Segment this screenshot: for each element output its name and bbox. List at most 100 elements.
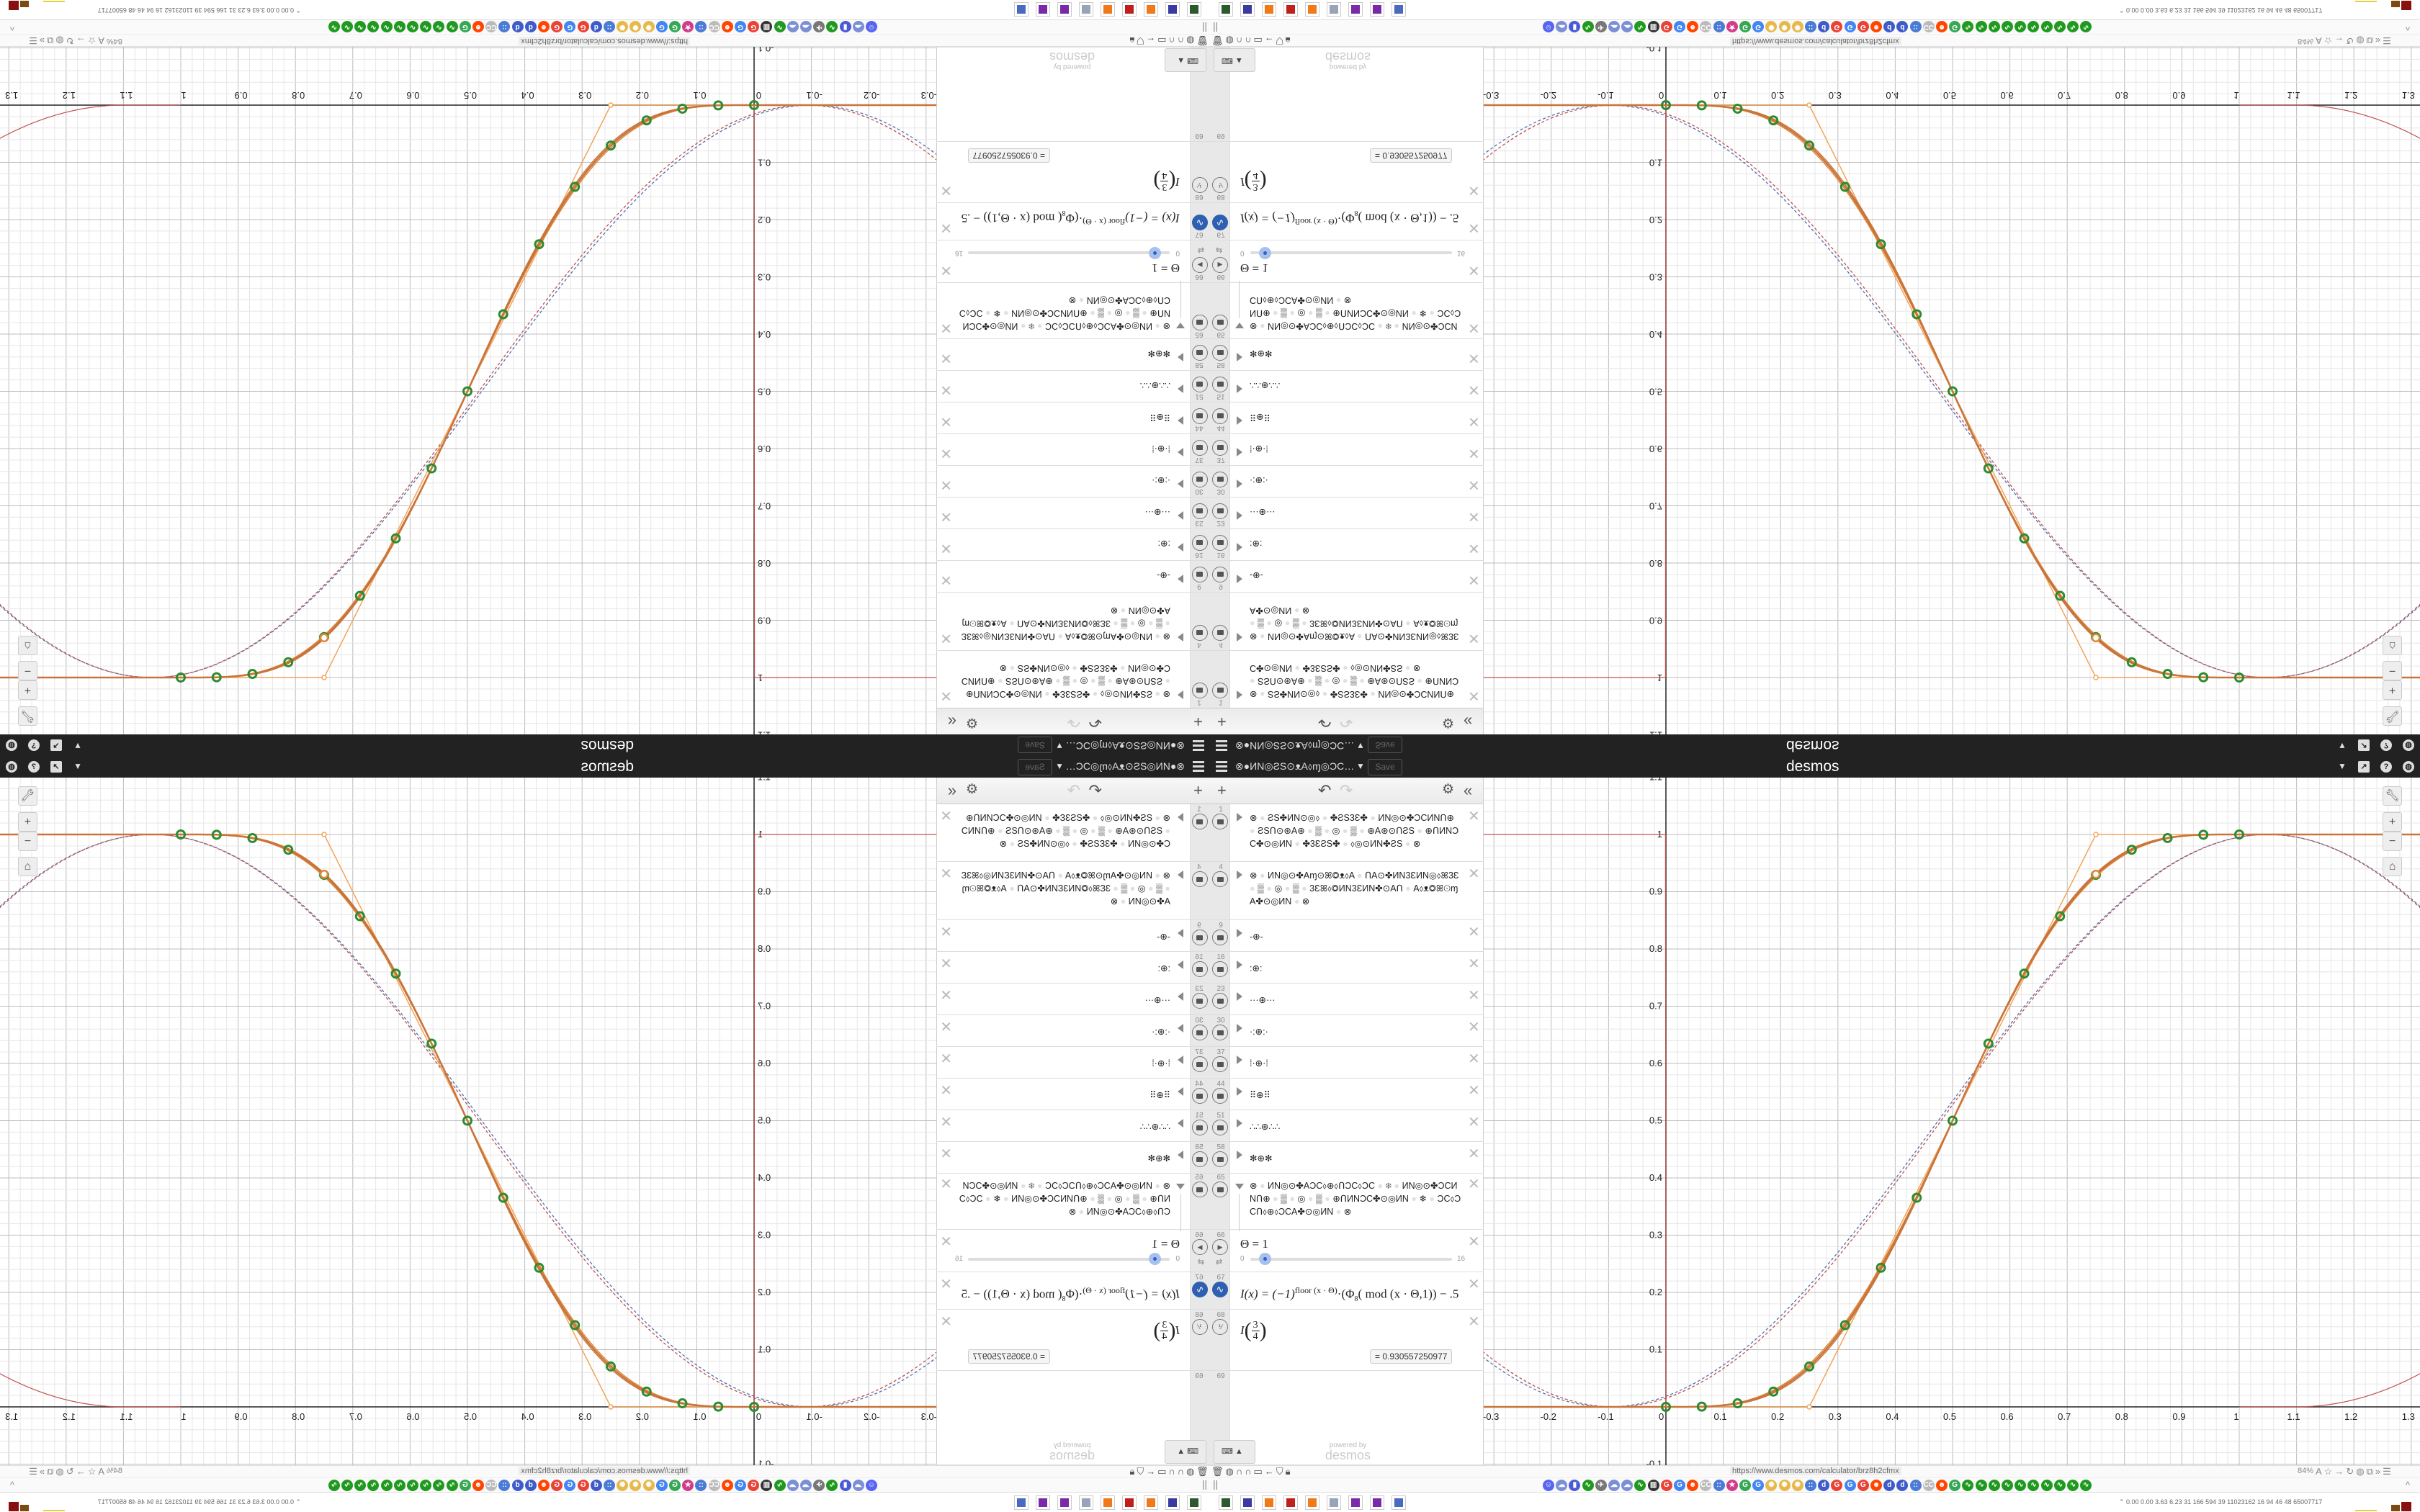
bookmark-favicon[interactable]: ☻	[721, 1480, 733, 1491]
folder-icon[interactable]	[1212, 1088, 1228, 1104]
keypad-toggle-button[interactable]: ⌨ ▲	[1165, 1440, 1206, 1464]
expand-folder-icon[interactable]	[1237, 511, 1242, 520]
delete-expression-icon[interactable]: ✕	[940, 540, 952, 556]
expression-row[interactable]: 37 ⁞·⊕·⁞ ✕	[1210, 1047, 1484, 1079]
bookmark-favicon[interactable]: ✺	[1791, 21, 1803, 32]
bookmark-favicon[interactable]: G	[1752, 1480, 1765, 1491]
delete-expression-icon[interactable]: ✕	[1468, 988, 1480, 1004]
slider-handle[interactable]	[1149, 247, 1162, 259]
menu-icon[interactable]	[1216, 739, 1227, 751]
bookmark-favicon[interactable]: ∿	[328, 21, 340, 32]
bookmark-favicon[interactable]: ☺	[1543, 1480, 1554, 1491]
bookmark-favicon[interactable]: ∿	[1582, 21, 1594, 32]
taskbar-app-icon[interactable]	[1240, 1495, 1255, 1510]
slider-handle[interactable]	[1258, 247, 1271, 259]
bookmark-favicon[interactable]: ∿	[446, 21, 458, 32]
star-icon[interactable]: ☆	[2323, 1466, 2333, 1477]
folder-icon[interactable]	[1192, 871, 1208, 887]
bookmark-favicon[interactable]: ☻	[538, 1480, 550, 1491]
bookmark-favicon[interactable]: ☻	[1870, 1480, 1882, 1491]
expand-folder-icon[interactable]	[1178, 1024, 1183, 1032]
bookmark-favicon[interactable]: ::	[1713, 1480, 1725, 1491]
bookmark-favicon[interactable]: ∿	[1975, 1480, 1987, 1491]
expression-row[interactable]: 66 ▶ ⇄ Θ = 1 0 16 ✕	[1210, 1230, 1484, 1272]
bookmark-favicon[interactable]: ∿	[2015, 1480, 2027, 1491]
globe-icon[interactable]: ◍	[2403, 761, 2414, 773]
folder-title[interactable]: ⠿⊕⠿	[1250, 1090, 1270, 1100]
collapse-folder-icon[interactable]	[1235, 1184, 1244, 1189]
graph-title[interactable]: ⊗●ИN◎ƧS⊙ᴥA⬨ɱ◎ƆC…	[1235, 760, 1355, 772]
bookmark-favicon[interactable]: ☺	[1543, 21, 1554, 32]
shield-icon[interactable]: ⛉	[1137, 1466, 1144, 1477]
bookmark-favicon[interactable]: G	[1844, 1480, 1856, 1491]
headphones-icon[interactable]: ∩	[1177, 35, 1185, 46]
bookmark-favicon[interactable]: ∿	[393, 1480, 405, 1491]
bookmark-favicon[interactable]: ∿	[2080, 21, 2092, 32]
taskbar-app-icon[interactable]	[1219, 2, 1233, 17]
fraction-icon[interactable]: ⅟	[1192, 1319, 1208, 1335]
bookmark-favicon[interactable]: ::	[1805, 21, 1816, 32]
bookmark-favicon[interactable]: G	[735, 1480, 746, 1491]
expand-folder-icon[interactable]	[1237, 353, 1242, 361]
bookmark-favicon[interactable]: CC	[485, 1480, 498, 1491]
bookmark-favicon[interactable]: ▥	[761, 21, 773, 32]
home-icon[interactable]: ⌂	[18, 636, 37, 655]
menu-icon[interactable]	[1216, 761, 1227, 773]
folder-icon[interactable]	[1192, 1025, 1208, 1040]
bookmark-favicon[interactable]: d	[590, 1480, 602, 1491]
expression-row[interactable]: 1 ⊗ ● ƧS✤ИN⊙◎⬨ ● ✤ƧS3Ɛ✤ ● ИN◎⊙✤ƆCИNՈ⊕ ● …	[936, 650, 1210, 708]
expression-row[interactable]: 30 ·:⊕:· ✕	[1210, 1015, 1484, 1047]
globe-icon[interactable]: ◍	[2356, 35, 2365, 46]
loop-icon[interactable]: ⇄	[1197, 1258, 1204, 1266]
globe-icon[interactable]: ◍	[2403, 739, 2414, 751]
delete-expression-icon[interactable]: ✕	[940, 1314, 952, 1330]
folder-title[interactable]: ✻⊕✻	[1147, 348, 1170, 359]
back-icon[interactable]: ←	[1146, 35, 1156, 46]
expand-folder-icon[interactable]	[1237, 929, 1242, 937]
delete-expression-icon[interactable]: ✕	[940, 956, 952, 972]
taskbar-app-icon[interactable]	[1036, 1495, 1050, 1510]
expand-folder-icon[interactable]	[1178, 1151, 1183, 1159]
expand-folder-icon[interactable]	[1178, 511, 1183, 520]
expression-row[interactable]: 51 ∴∴⊕∴∴ ✕	[1210, 370, 1484, 402]
expand-folder-icon[interactable]	[1237, 1119, 1242, 1128]
bookmark-favicon[interactable]: G	[1831, 21, 1843, 32]
headphones-icon[interactable]: ∩	[1168, 35, 1175, 46]
play-icon[interactable]: ▶	[1192, 257, 1208, 273]
translate-icon[interactable]: A	[98, 35, 104, 46]
evaluation-expression[interactable]: I(3 4)	[1153, 1318, 1180, 1342]
bookmark-favicon[interactable]: ✺	[629, 21, 642, 32]
undo-button[interactable]: ↶	[1088, 713, 1102, 731]
taskbar-app-icon[interactable]	[1014, 1495, 1028, 1510]
delete-expression-icon[interactable]: ✕	[1468, 688, 1480, 703]
bookmark-favicon[interactable]: ☻	[1936, 21, 1948, 32]
expand-folder-icon[interactable]	[1178, 813, 1183, 822]
bookmark-favicon[interactable]: ∿	[354, 1480, 367, 1491]
folder-title[interactable]: ∴∴⊕∴∴	[1250, 1122, 1281, 1132]
bookmark-favicon[interactable]: ∿	[328, 1480, 340, 1491]
expression-row[interactable]: 9 -⊕- ✕	[1210, 920, 1484, 952]
bookmark-favicon[interactable]: ∿	[367, 1480, 380, 1491]
bookmark-favicon[interactable]: CC	[1922, 1480, 1935, 1491]
collapse-folder-icon[interactable]	[1176, 323, 1185, 328]
expression-row[interactable]: 23 ···⊕··· ✕	[936, 497, 1210, 528]
bookmark-favicon[interactable]: G	[655, 1480, 668, 1491]
bookmark-favicon[interactable]: G	[564, 21, 576, 32]
delete-expression-icon[interactable]: ✕	[940, 1176, 952, 1192]
menu-icon[interactable]: ☰	[29, 35, 37, 46]
help-icon[interactable]: ?	[2380, 739, 2392, 751]
folder-title[interactable]: ✻⊕✻	[1250, 1153, 1273, 1164]
lock-icon[interactable]: 🔒︎	[1129, 35, 1135, 46]
headphones-icon[interactable]: ∩	[1235, 35, 1243, 46]
shield-icon[interactable]: ⛉	[1137, 35, 1144, 46]
bookmark-favicon[interactable]: G	[577, 1480, 589, 1491]
delete-expression-icon[interactable]: ✕	[1468, 1234, 1480, 1250]
folder-icon[interactable]	[1192, 440, 1208, 456]
folder-icon[interactable]	[1192, 567, 1208, 582]
globe-icon[interactable]: ◍	[6, 739, 17, 751]
bookmark-favicon[interactable]: ▮	[1569, 21, 1581, 32]
expression-row[interactable]: 67 ∿ I(x) = (−1)floor (x · Θ)·(Φ8( mod (x…	[1210, 1272, 1484, 1310]
expand-folder-icon[interactable]	[1178, 992, 1183, 1001]
back-icon[interactable]: ←	[1264, 1466, 1274, 1477]
folder-title[interactable]: ···⊕···	[1250, 995, 1276, 1005]
